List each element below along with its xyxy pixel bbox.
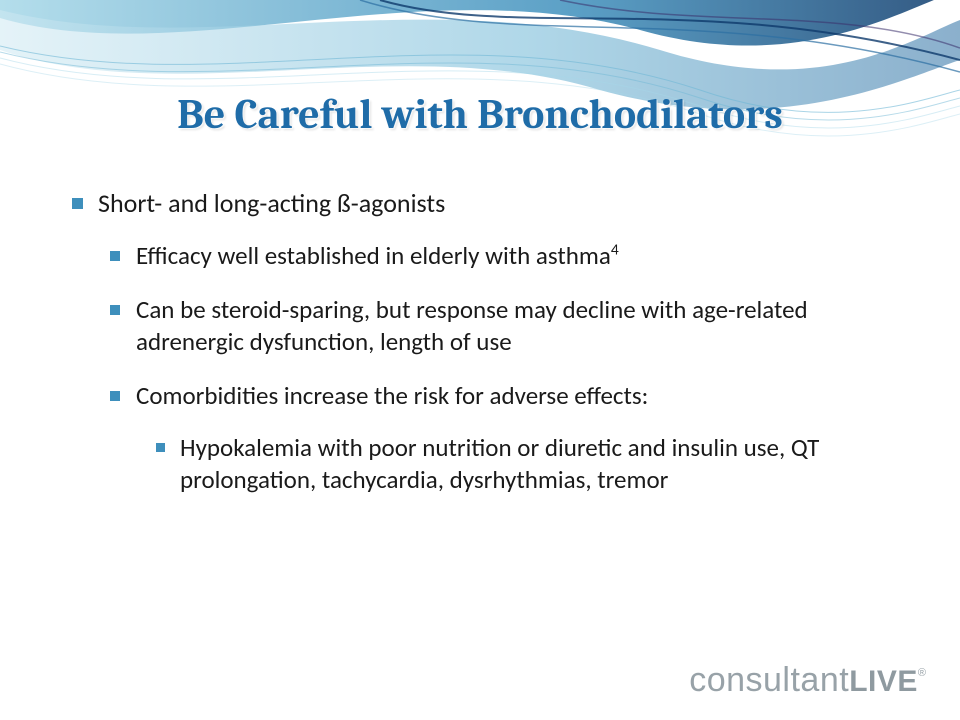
logo-word-consultant: consultant [689, 661, 849, 699]
bullet-list-level3: Hypokalemia with poor nutrition or diure… [136, 432, 890, 496]
bullet-text: Comorbidities increase the risk for adve… [136, 380, 648, 411]
logo-registered-mark: ® [918, 667, 926, 679]
list-item: Hypokalemia with poor nutrition or diure… [156, 432, 890, 496]
list-item: Comorbidities increase the risk for adve… [110, 380, 890, 496]
slide-title: Be Careful with Bronchodilators [70, 90, 890, 139]
list-item: Short- and long-acting ß-agonists Effica… [70, 187, 890, 496]
bullet-list-level2: Efficacy well established in elderly wit… [98, 240, 890, 496]
bullet-text: Short- and long-acting ß-agonists [98, 187, 445, 219]
list-item: Can be steroid-sparing, but response may… [110, 294, 890, 358]
bullet-text: Hypokalemia with poor nutrition or diure… [180, 432, 819, 495]
logo-word-live: LIVE [849, 665, 918, 698]
list-item: Efficacy well established in elderly wit… [110, 240, 890, 272]
bullet-text: Can be steroid-sparing, but response may… [136, 294, 808, 357]
bullet-text: Efficacy well established in elderly wit… [136, 240, 619, 271]
slide-content: Be Careful with Bronchodilators Short- a… [0, 0, 960, 496]
bullet-list-level1: Short- and long-acting ß-agonists Effica… [70, 187, 890, 496]
brand-logo: consultantLIVE® [689, 661, 926, 700]
